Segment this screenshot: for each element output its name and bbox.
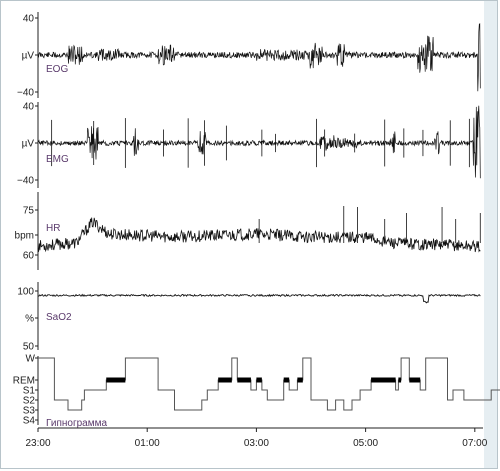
emg-trace — [38, 105, 481, 179]
xtick-label-3: 03:00 — [244, 438, 269, 449]
hypnogram-tick-s4: S4 — [23, 416, 36, 427]
ytick-emg-3: −40 — [17, 176, 34, 187]
xtick-label-2: 01:00 — [135, 438, 160, 449]
ytick-hr-1: 75 — [23, 206, 35, 217]
ytick-emg-2: µV — [22, 139, 35, 150]
hypnogram-tick-rem: REM — [13, 376, 35, 387]
eog-trace — [37, 23, 481, 92]
panel-label-5: Гипнограмма — [46, 418, 107, 429]
hypnogram-trace — [38, 357, 500, 411]
panel-label-3: HR — [46, 223, 60, 234]
panel-label-2: EMG — [46, 154, 69, 165]
ytick-eog-3: −40 — [17, 88, 34, 99]
hypnogram-tick-s2: S2 — [23, 396, 36, 407]
xtick-label-5: 07:00 — [462, 438, 487, 449]
xtick-label-4: 05:00 — [353, 438, 378, 449]
hypnogram-tick-s3: S3 — [23, 406, 36, 417]
ytick-eog-2: µV — [22, 51, 35, 62]
panel-label-1: EOG — [46, 64, 68, 75]
sao2-trace — [37, 293, 481, 304]
panel-label-4: SaO2 — [46, 312, 72, 323]
ytick-eog-1: 40 — [23, 14, 35, 25]
hypnogram-tick-s1: S1 — [23, 386, 36, 397]
background-strip — [484, 0, 498, 469]
ytick-sao2-1: 100 — [17, 287, 34, 298]
ytick-sao2-3: 50 — [23, 342, 35, 353]
ytick-hr-2: bpm — [15, 231, 34, 242]
ytick-emg-1: 40 — [23, 102, 35, 113]
hypnogram-tick-w: W — [26, 354, 36, 365]
ytick-hr-3: 60 — [23, 251, 35, 262]
ytick-sao2-2: % — [25, 314, 34, 325]
xtick-label-1: 23:00 — [25, 438, 50, 449]
